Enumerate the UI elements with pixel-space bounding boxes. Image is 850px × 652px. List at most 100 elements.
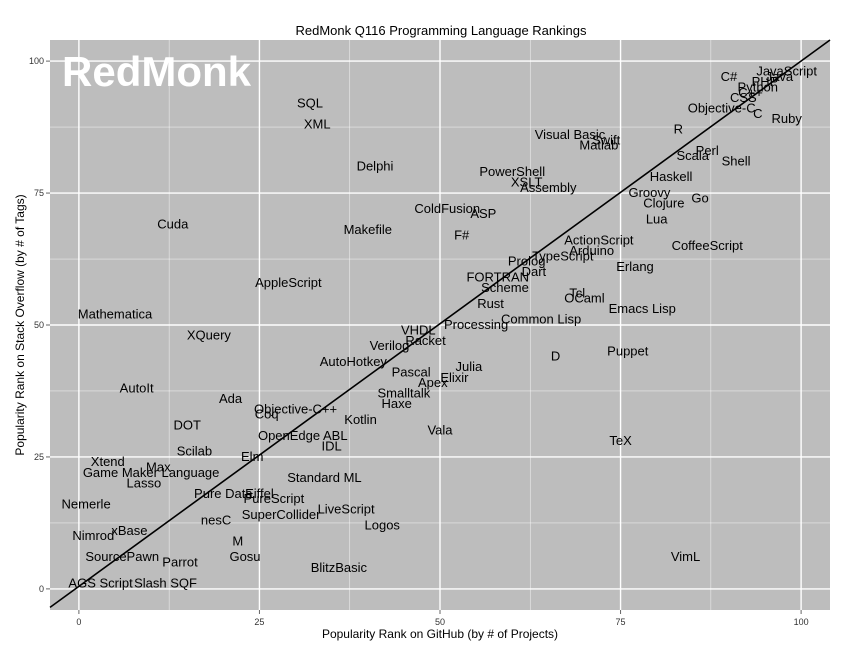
- language-label: Vala: [427, 423, 453, 438]
- language-label: Objective-C++: [254, 401, 337, 416]
- language-label: C: [753, 106, 762, 121]
- language-label: DOT: [173, 417, 201, 432]
- language-label: D: [551, 349, 560, 364]
- language-label: Kotlin: [344, 412, 377, 427]
- x-axis-ticks: 0 25 50 75 100: [76, 610, 809, 627]
- language-label: Ruby: [771, 111, 802, 126]
- language-label: Lua: [646, 211, 668, 226]
- language-label: Scala: [677, 148, 710, 163]
- chart-title: RedMonk Q116 Programming Language Rankin…: [296, 23, 587, 38]
- language-label: Tcl: [569, 285, 585, 300]
- language-label: nesC: [201, 512, 231, 527]
- language-label: ColdFusion: [414, 201, 480, 216]
- language-label: Common Lisp: [501, 312, 581, 327]
- language-label: Python: [738, 80, 778, 95]
- language-label: Visual Basic: [535, 127, 606, 142]
- y-tick-label: 100: [29, 56, 44, 66]
- language-label: IDL: [322, 438, 342, 453]
- language-label: C++: [738, 85, 763, 100]
- language-label: LiveScript: [318, 502, 375, 517]
- language-label: Haxe: [381, 396, 411, 411]
- language-label: Swift: [592, 132, 621, 147]
- language-label: Xtend: [91, 454, 125, 469]
- language-label: Arduino: [569, 243, 614, 258]
- language-label: Elm: [241, 449, 263, 464]
- language-label: Dart: [522, 264, 547, 279]
- language-label: AutoIt: [120, 380, 154, 395]
- language-label: R: [674, 122, 683, 137]
- language-label: XQuery: [187, 328, 232, 343]
- x-tick-label: 0: [76, 617, 81, 627]
- language-label: AutoHotkey: [320, 354, 388, 369]
- language-label: Elixir: [440, 370, 469, 385]
- language-label: Clojure: [643, 196, 684, 211]
- language-label: Go: [691, 190, 708, 205]
- y-tick-label: 75: [34, 188, 44, 198]
- language-label: Rust: [477, 296, 504, 311]
- language-label: VHDL: [401, 322, 436, 337]
- language-label: Assembly: [520, 180, 577, 195]
- x-tick-label: 75: [616, 617, 626, 627]
- language-label: XSLT: [511, 175, 543, 190]
- language-label: SQL: [297, 95, 323, 110]
- language-label: AGS Script: [68, 576, 133, 591]
- language-label: SuperCollider: [242, 507, 321, 522]
- language-label: Mathematica: [78, 306, 153, 321]
- language-label: Java: [766, 69, 794, 84]
- language-label: Eiffel: [245, 486, 274, 501]
- language-label: Emacs Lisp: [609, 301, 676, 316]
- language-label: Racket: [405, 333, 446, 348]
- language-label: Verilog: [370, 338, 410, 353]
- language-label: PowerShell: [479, 164, 545, 179]
- language-label: SourcePawn: [85, 549, 159, 564]
- language-label: Apex: [418, 375, 448, 390]
- language-label: Objective-C: [688, 101, 756, 116]
- x-tick-label: 100: [794, 617, 809, 627]
- language-label: ActionScript: [564, 233, 634, 248]
- language-label: ASP: [470, 206, 496, 221]
- language-label: Processing: [444, 317, 508, 332]
- language-labels: JavaScriptJavaPHPC#PythonC++CSSObjective…: [62, 64, 818, 591]
- language-label: Gosu: [229, 549, 260, 564]
- language-label: Haskell: [650, 169, 693, 184]
- language-label: Coq: [255, 407, 279, 422]
- x-axis-title: Popularity Rank on GitHub (by # of Proje…: [322, 627, 558, 641]
- language-label: CSS: [730, 90, 757, 105]
- language-label: Game Maker Language: [83, 465, 220, 480]
- y-tick-label: 0: [39, 584, 44, 594]
- language-label: Pascal: [392, 365, 431, 380]
- language-label: Groovy: [628, 185, 670, 200]
- language-label: Standard ML: [287, 470, 361, 485]
- language-label: C#: [721, 69, 738, 84]
- language-label: Erlang: [616, 259, 654, 274]
- redmonk-watermark: RedMonk: [62, 48, 252, 95]
- language-label: AppleScript: [255, 275, 322, 290]
- language-label: Slash SQF: [134, 576, 197, 591]
- language-label: Matlab: [579, 138, 618, 153]
- language-label: JavaScript: [756, 64, 817, 79]
- trend-line: [49, 39, 831, 609]
- language-label: F#: [454, 227, 470, 242]
- language-label: PHP: [752, 74, 779, 89]
- language-label: OCaml: [564, 291, 605, 306]
- language-label: Smalltalk: [378, 386, 431, 401]
- language-label: OpenEdge ABL: [258, 428, 348, 443]
- language-label: Shell: [722, 153, 751, 168]
- language-label: Nimrod: [72, 528, 114, 543]
- language-label: Max: [146, 460, 171, 475]
- language-label: FORTRAN: [466, 270, 529, 285]
- language-label: BlitzBasic: [311, 560, 368, 575]
- language-label: Julia: [456, 359, 484, 374]
- language-label: xBase: [111, 523, 147, 538]
- language-label: Cuda: [157, 217, 189, 232]
- plot-panel: JavaScriptJavaPHPC#PythonC++CSSObjective…: [49, 39, 831, 610]
- x-tick-label: 50: [435, 617, 445, 627]
- language-label: XML: [304, 116, 331, 131]
- language-label: TeX: [609, 433, 632, 448]
- language-label: CoffeeScript: [672, 238, 744, 253]
- language-label: PureScript: [244, 491, 305, 506]
- language-label: Perl: [696, 143, 719, 158]
- language-label: Makefile: [344, 222, 392, 237]
- language-label: Pure Data: [194, 486, 253, 501]
